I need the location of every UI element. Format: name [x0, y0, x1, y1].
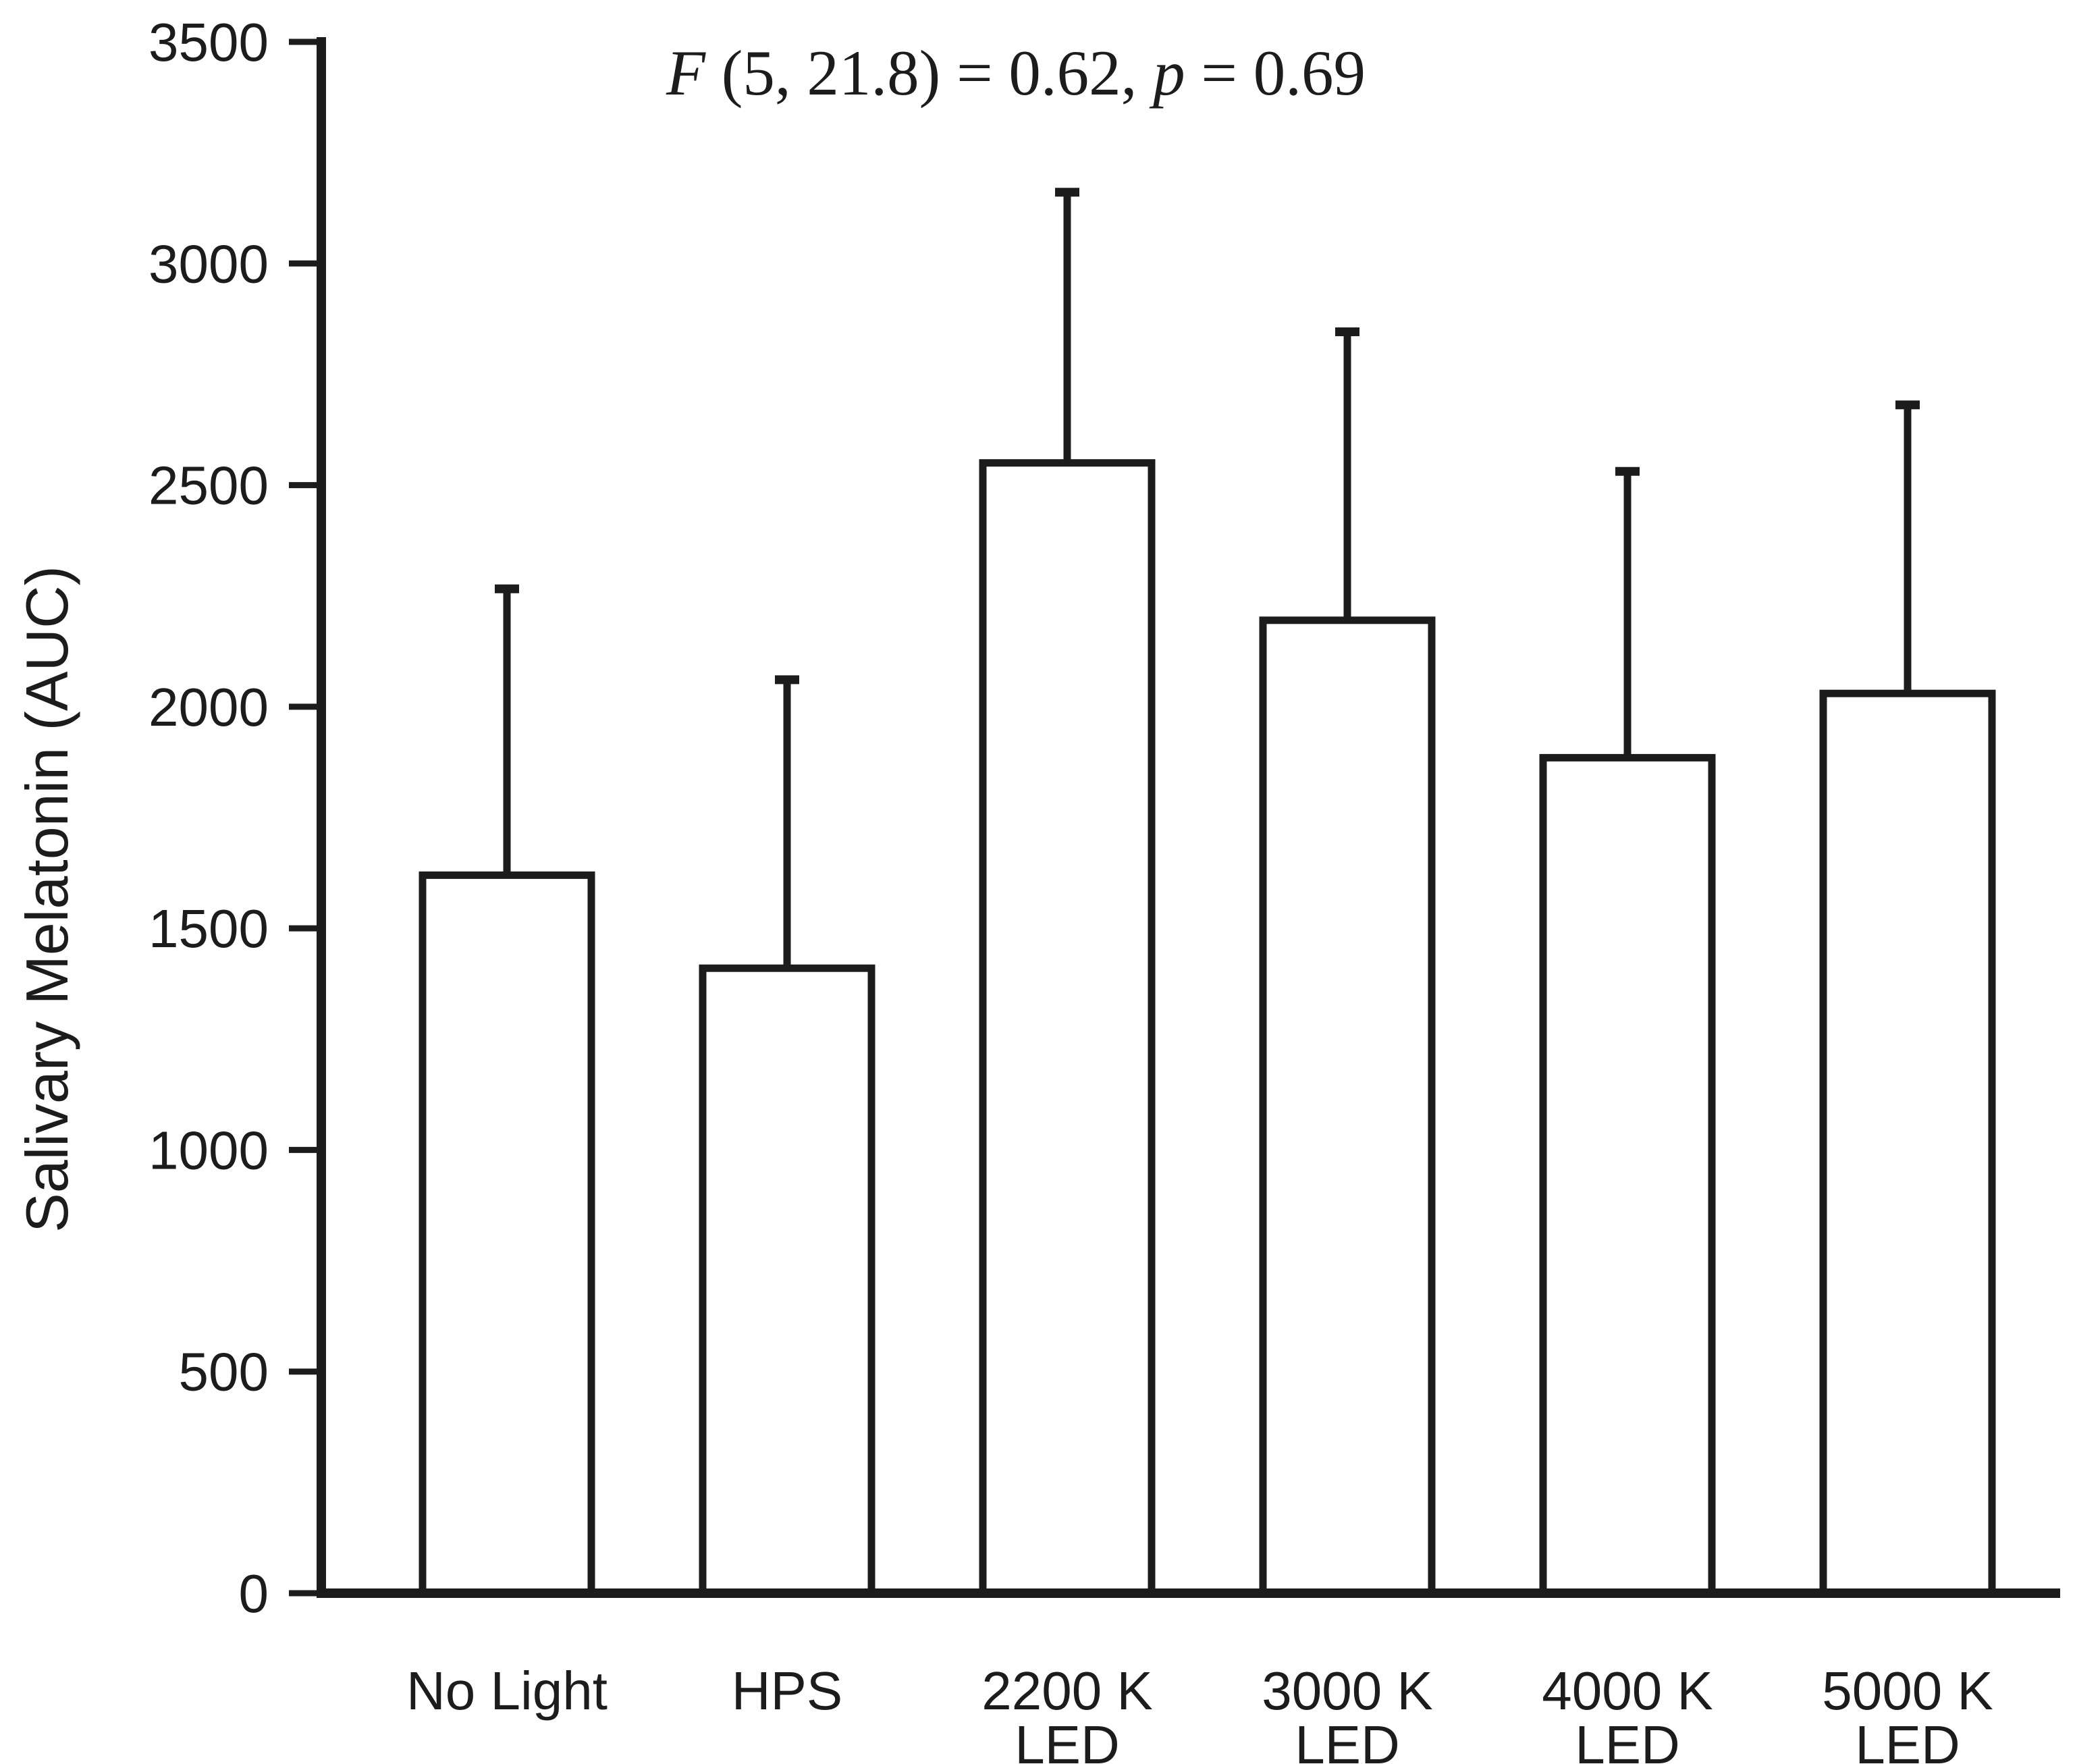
x-category-label: 3000 K: [1262, 1661, 1433, 1721]
y-axis-title: Salivary Melatonin (AUC): [14, 566, 80, 1233]
x-category-label: No Light: [406, 1661, 608, 1721]
y-tick-label: 1500: [149, 899, 269, 959]
x-category-label: 4000 K: [1542, 1661, 1713, 1721]
bar: [419, 871, 595, 1597]
x-category-label: 5000 K: [1822, 1661, 1993, 1721]
bar: [1259, 616, 1436, 1597]
x-category-label: LED: [1295, 1715, 1400, 1764]
y-tick-label: 500: [179, 1342, 269, 1402]
x-category-label: HPS: [732, 1661, 843, 1721]
y-tick-label: 2500: [149, 456, 269, 516]
stats-annotation: F (5, 21.8) = 0.62, p = 0.69: [666, 37, 1366, 109]
y-tick-label: 1000: [149, 1120, 269, 1180]
bar: [979, 459, 1156, 1597]
x-category-label: 2200 K: [981, 1661, 1153, 1721]
x-category-label: LED: [1575, 1715, 1680, 1764]
y-tick-label: 0: [239, 1563, 269, 1624]
y-tick-label: 2000: [149, 677, 269, 737]
bar: [699, 964, 875, 1597]
y-tick-label: 3000: [149, 234, 269, 294]
x-category-label: LED: [1855, 1715, 1960, 1764]
bar: [1819, 689, 1996, 1597]
y-tick-label: 3500: [149, 12, 269, 72]
bar: [1539, 753, 1716, 1597]
x-category-label: LED: [1015, 1715, 1120, 1764]
